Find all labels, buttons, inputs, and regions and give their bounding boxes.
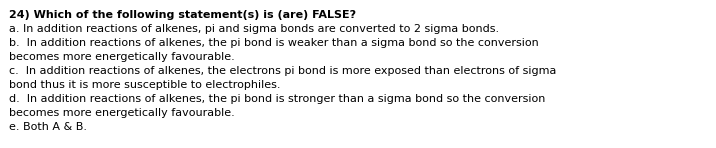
Text: b.  In addition reactions of alkenes, the pi bond is weaker than a sigma bond so: b. In addition reactions of alkenes, the… [9,38,538,48]
Text: becomes more energetically favourable.: becomes more energetically favourable. [9,52,234,62]
Text: 24) Which of the following statement(s) is (are) FALSE?: 24) Which of the following statement(s) … [9,10,356,20]
Text: a. In addition reactions of alkenes, pi and sigma bonds are converted to 2 sigma: a. In addition reactions of alkenes, pi … [9,24,499,34]
Text: bond thus it is more susceptible to electrophiles.: bond thus it is more susceptible to elec… [9,80,280,90]
Text: e. Both A & B.: e. Both A & B. [9,122,87,132]
Text: c.  In addition reactions of alkenes, the electrons pi bond is more exposed than: c. In addition reactions of alkenes, the… [9,66,556,76]
Text: becomes more energetically favourable.: becomes more energetically favourable. [9,108,234,118]
Text: d.  In addition reactions of alkenes, the pi bond is stronger than a sigma bond : d. In addition reactions of alkenes, the… [9,94,545,104]
